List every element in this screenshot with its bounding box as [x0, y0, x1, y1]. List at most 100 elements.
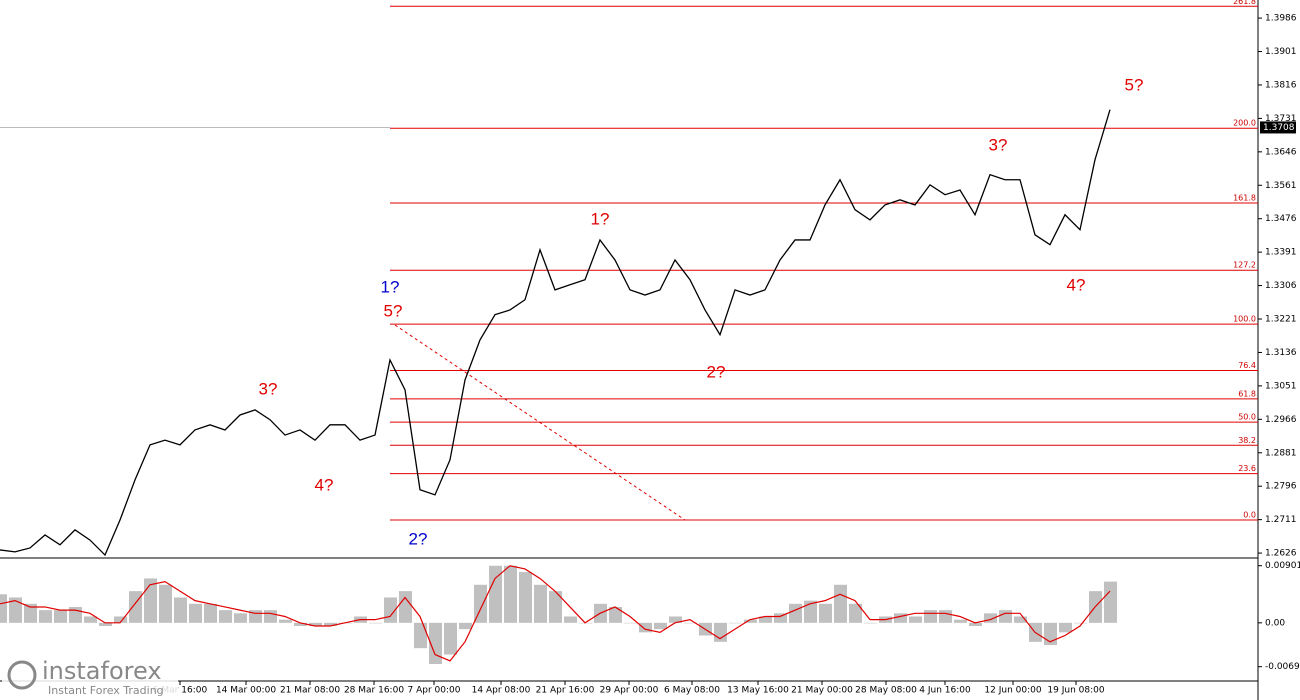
y-tick-label: 1.3391 — [1265, 248, 1297, 258]
x-tick-label: 28 Mar 16:00 — [344, 686, 404, 696]
y-tick-label: 1.2626 — [1265, 549, 1297, 559]
macd-bar — [789, 603, 802, 623]
macd-bar — [834, 584, 847, 623]
macd-bar — [804, 600, 817, 623]
macd-bar — [84, 616, 97, 623]
macd-bar — [684, 622, 697, 624]
wave-label: 1? — [381, 277, 400, 296]
x-tick-label: 21 May 00:00 — [791, 686, 853, 696]
macd-bar — [954, 619, 967, 623]
macd-bar — [474, 584, 487, 623]
y-tick-label: 1.3136 — [1265, 348, 1297, 358]
y-tick-label: 1.3306 — [1265, 281, 1297, 291]
macd-bar — [24, 603, 37, 623]
macd-bar — [39, 610, 52, 623]
wave-label: 4? — [1067, 275, 1086, 294]
macd-bar — [654, 622, 667, 630]
fib-label: 161.8 — [1233, 193, 1256, 202]
wave-label: 4? — [315, 475, 334, 494]
y-tick-label: 1.3901 — [1265, 47, 1297, 57]
macd-bar — [564, 616, 577, 623]
y-tick-label: 1.3221 — [1265, 315, 1297, 325]
fib-label: 0.0 — [1243, 511, 1256, 520]
y-tick-label: 1.2711 — [1265, 515, 1297, 525]
macd-bar — [864, 622, 877, 624]
macd-bar — [219, 610, 232, 623]
x-tick-label: 14 Apr 08:00 — [472, 686, 531, 696]
x-tick-label: 14 Mar 00:00 — [216, 686, 276, 696]
x-tick-label: 21 Mar 08:00 — [280, 686, 340, 696]
fib-label: 100.0 — [1233, 315, 1256, 324]
wave-label: 3? — [259, 379, 278, 398]
y-tick-label: 1.3986 — [1265, 14, 1297, 24]
x-tick-label: 7 Apr 00:00 — [408, 686, 461, 696]
y-tick-label: 1.3051 — [1265, 381, 1297, 391]
wave-label: 2? — [409, 529, 428, 548]
macd-bar — [204, 603, 217, 623]
x-tick-label: 19 Jun 08:00 — [1047, 686, 1104, 696]
macd-bar — [624, 622, 637, 624]
macd-bar — [414, 622, 427, 649]
macd-bar — [969, 622, 982, 626]
macd-bar — [909, 616, 922, 623]
macd-bar — [324, 622, 337, 626]
macd-bar — [729, 622, 742, 624]
fib-label: 61.8 — [1238, 389, 1256, 398]
macd-bar — [924, 610, 937, 623]
macd-bar — [999, 610, 1012, 623]
wave-label: 5? — [1125, 75, 1144, 94]
macd-bar — [129, 591, 142, 623]
macd-bar — [264, 610, 277, 623]
y-tick-label: 1.3816 — [1265, 80, 1297, 90]
logo-tagline: Instant Forex Trading — [48, 684, 164, 697]
wave-label: 3? — [989, 135, 1008, 154]
y-tick-label: 1.3476 — [1265, 214, 1297, 224]
macd-bar — [489, 565, 502, 623]
macd-bar — [759, 616, 772, 623]
x-tick-label: 29 Apr 00:00 — [600, 686, 659, 696]
macd-signal — [0, 565, 1111, 662]
macd-bar — [774, 613, 787, 623]
x-tick-label: 4 Jun 16:00 — [919, 686, 971, 696]
macd-bar — [54, 610, 67, 623]
macd-bar — [444, 622, 457, 655]
macd-bar — [1014, 616, 1027, 623]
macd-bar — [294, 622, 307, 626]
macd-bar — [504, 565, 517, 623]
y-tick-label: 1.3731 — [1265, 114, 1297, 124]
macd-bar — [894, 613, 907, 623]
x-tick-label: 21 Apr 16:00 — [536, 686, 595, 696]
macd-bar — [114, 616, 127, 623]
fib-label: 200.0 — [1233, 119, 1256, 128]
macd-bar — [309, 622, 322, 626]
y-tick-label: 1.2796 — [1265, 482, 1297, 492]
y-tick-label: 1.2881 — [1265, 448, 1297, 458]
x-tick-label: 6 Mar 16:00 — [153, 686, 208, 696]
macd-bar — [1104, 581, 1117, 623]
macd-bar — [939, 610, 952, 623]
y-tick-label: 1.3561 — [1265, 181, 1297, 191]
x-tick-label: 12 Jun 00:00 — [984, 686, 1041, 696]
macd-bar — [174, 597, 187, 623]
macd-bar — [744, 619, 757, 623]
macd-bar — [819, 603, 832, 623]
macd-bar — [609, 606, 622, 623]
y-tick-label: 0.00901 — [1265, 561, 1300, 571]
logo-name: instaforex — [42, 657, 162, 685]
y-tick-label: 1.3646 — [1265, 147, 1297, 157]
y-tick-label: 0.00 — [1265, 618, 1285, 628]
macd-bar — [189, 603, 202, 623]
macd-bar — [0, 594, 7, 623]
macd-bar — [399, 591, 412, 623]
macd-bar — [369, 622, 382, 624]
y-tick-label: -0.00692 — [1265, 662, 1300, 672]
x-tick-label: 6 May 08:00 — [664, 686, 720, 696]
fib-label: 261.8 — [1233, 0, 1256, 6]
price-line — [0, 109, 1111, 557]
macd-bar — [984, 613, 997, 623]
x-tick-label: 13 May 16:00 — [727, 686, 789, 696]
macd-bar — [159, 584, 172, 623]
wave-label: 5? — [384, 301, 403, 320]
macd-bar — [9, 597, 22, 623]
y-tick-label: 1.2966 — [1265, 415, 1297, 425]
